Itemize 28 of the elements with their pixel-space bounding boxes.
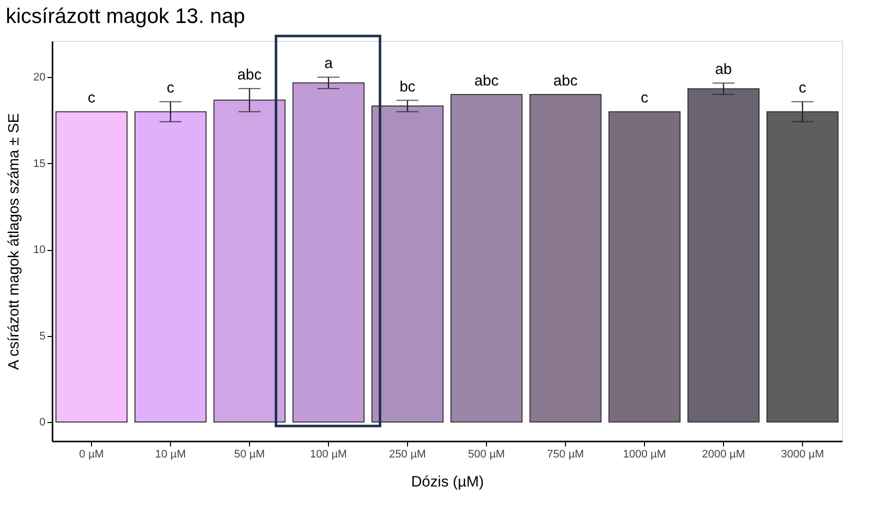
x-tick-label: 50 µM: [234, 448, 265, 460]
x-tick-label: 100 µM: [310, 448, 347, 460]
x-tick-label: 1000 µM: [622, 448, 666, 460]
y-tick-label: 15: [33, 158, 46, 170]
annotation: c: [640, 90, 649, 107]
annotation: abc: [474, 72, 500, 90]
x-tick-label: 500 µM: [468, 448, 505, 460]
y-axis-title: A csírázott magok átlagos száma ± SE: [5, 113, 22, 370]
x-tick-label: 10 µM: [155, 448, 186, 460]
annotation: bc: [400, 78, 416, 96]
annotation: abc: [237, 66, 262, 84]
y-tick-label: 10: [33, 244, 46, 256]
y-tick-label: 5: [39, 330, 46, 342]
x-tick-label: 250 µM: [389, 448, 426, 460]
x-tick-label: 750 µM: [547, 448, 584, 460]
y-tick-label: 20: [33, 72, 46, 84]
annotation: c: [166, 80, 175, 97]
x-tick-label: 3000 µM: [780, 448, 824, 460]
y-tick-label: 0: [39, 416, 46, 429]
annotation: c: [88, 90, 96, 107]
x-axis-title: Dózis (µM): [411, 474, 484, 490]
annotation: abc: [553, 72, 578, 90]
annotation: ab: [715, 61, 732, 78]
annotation: c: [798, 80, 807, 97]
x-tick-label: 0 µM: [79, 448, 104, 460]
annotation: a: [324, 55, 334, 72]
x-tick-label: 2000 µM: [702, 448, 746, 460]
chart-title: kicsírázott magok 13. nap: [6, 4, 246, 28]
